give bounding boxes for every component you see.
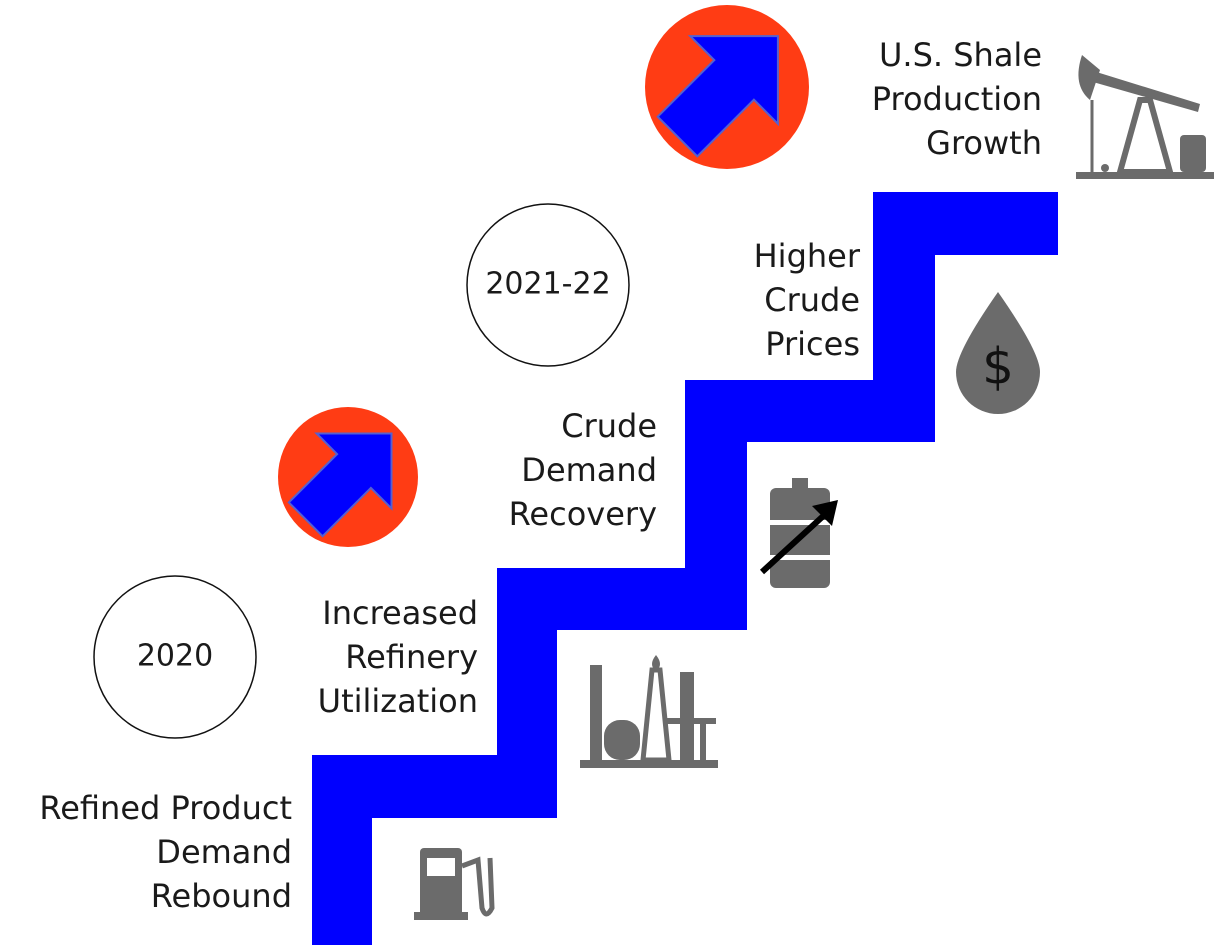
step-label: Higher <box>754 237 861 275</box>
period-circle <box>466 203 630 367</box>
step-label: Growth <box>926 124 1042 162</box>
staircase <box>312 192 1058 945</box>
step-label: Recovery <box>509 495 657 533</box>
step-label: Production <box>872 80 1042 118</box>
step-label: Crude <box>764 281 860 319</box>
period-circle <box>93 575 257 739</box>
refinery-icon <box>580 655 718 768</box>
period-label: 2020 <box>137 639 213 674</box>
period-label: 2021-22 <box>485 267 610 302</box>
pump-jack-icon <box>1076 55 1214 179</box>
step-label: Refinery <box>345 638 478 676</box>
step-label: Demand <box>156 833 292 871</box>
svg-text:$: $ <box>982 338 1014 396</box>
barrel-icon <box>759 478 838 588</box>
step-label: Increased <box>322 594 478 632</box>
growth-arrow <box>656 35 779 158</box>
step-label: Rebound <box>151 877 292 915</box>
growth-arrow <box>287 432 393 538</box>
step-label: Refined Product <box>39 789 292 827</box>
step-label: Prices <box>765 325 860 363</box>
step-label: U.S. Shale <box>879 36 1042 74</box>
step-label: Crude <box>561 407 657 445</box>
step-label: Utilization <box>318 682 478 720</box>
gas-pump-icon <box>414 848 495 920</box>
oil-drop-icon: $ <box>956 292 1040 414</box>
step-label: Demand <box>521 451 657 489</box>
